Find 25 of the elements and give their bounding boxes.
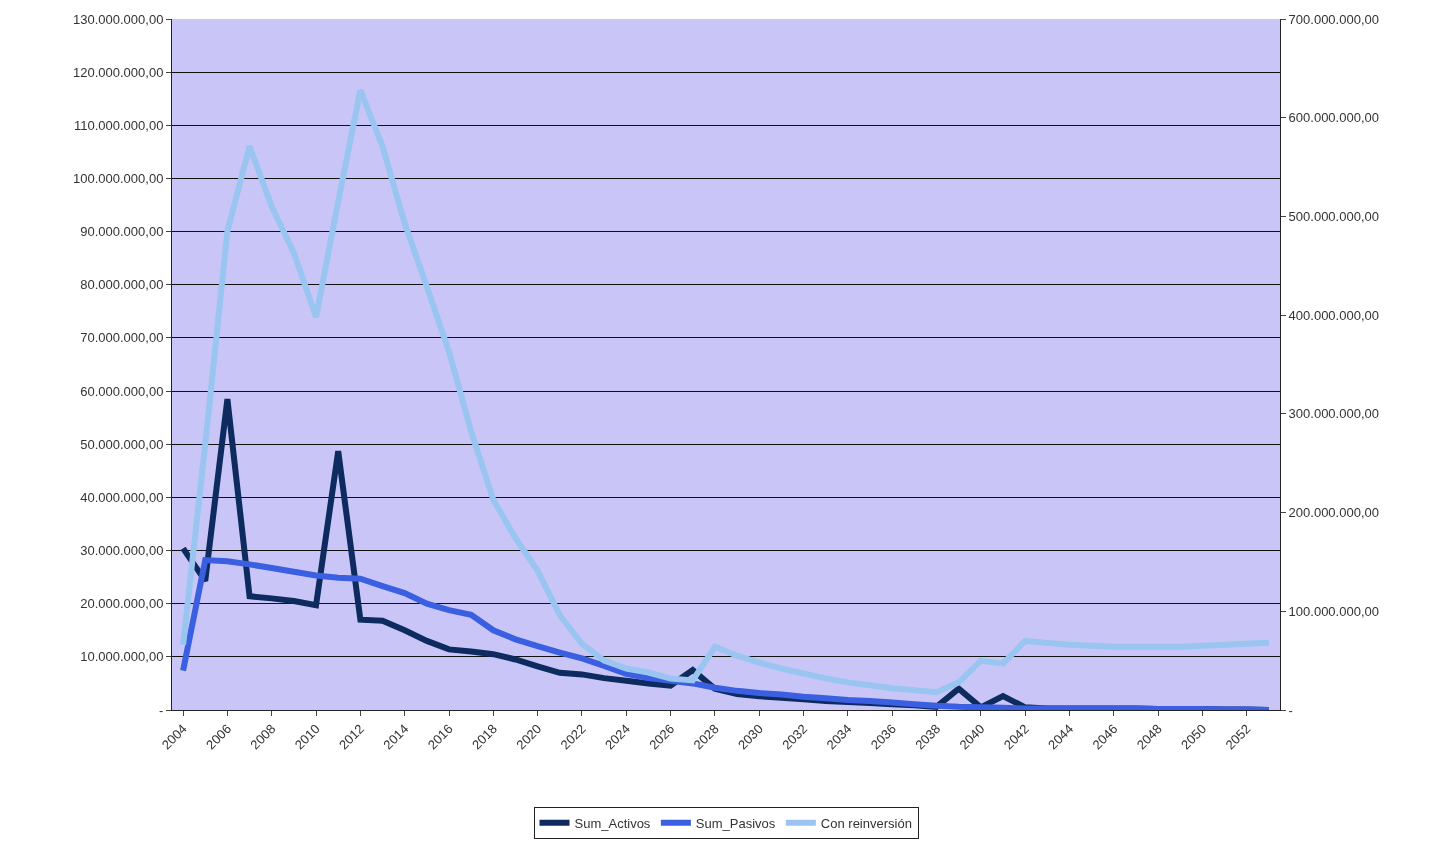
y2-tick-label: 500.000.000,00: [1288, 208, 1379, 224]
y2-tick-label: -: [1288, 702, 1293, 718]
y-tick-label: 90.000.000,00: [80, 224, 164, 240]
y2-tick-label: 300.000.000,00: [1288, 406, 1379, 422]
y-tick-label: 120.000.000,00: [73, 64, 164, 80]
y-tick-label: 100.000.000,00: [73, 171, 164, 187]
y-tick-label: 50.000.000,00: [80, 436, 164, 452]
y-tick-label: 70.000.000,00: [80, 330, 164, 346]
y2-tick-label: 400.000.000,00: [1288, 307, 1379, 323]
y2-tick-label: 100.000.000,00: [1288, 603, 1379, 619]
legend-label: Con reinversión: [820, 815, 912, 831]
y-tick-label: 130.000.000,00: [73, 11, 164, 27]
y-tick-label: 80.000.000,00: [80, 277, 164, 293]
y-tick-label: 30.000.000,00: [80, 543, 164, 559]
y-tick-label: 20.000.000,00: [80, 596, 164, 612]
y-tick-label: 110.000.000,00: [73, 117, 164, 133]
y-tick-label: 40.000.000,00: [80, 489, 164, 505]
legend-label: Sum_Pasivos: [695, 815, 776, 831]
legend-label: Sum_Activos: [574, 815, 651, 831]
y-tick-label: -: [159, 702, 164, 718]
y2-tick-label: 200.000.000,00: [1288, 505, 1379, 521]
y-tick-label: 60.000.000,00: [80, 383, 164, 399]
y-tick-label: 10.000.000,00: [80, 649, 164, 665]
y2-tick-label: 600.000.000,00: [1288, 110, 1379, 126]
y2-tick-label: 700.000.000,00: [1288, 11, 1379, 27]
